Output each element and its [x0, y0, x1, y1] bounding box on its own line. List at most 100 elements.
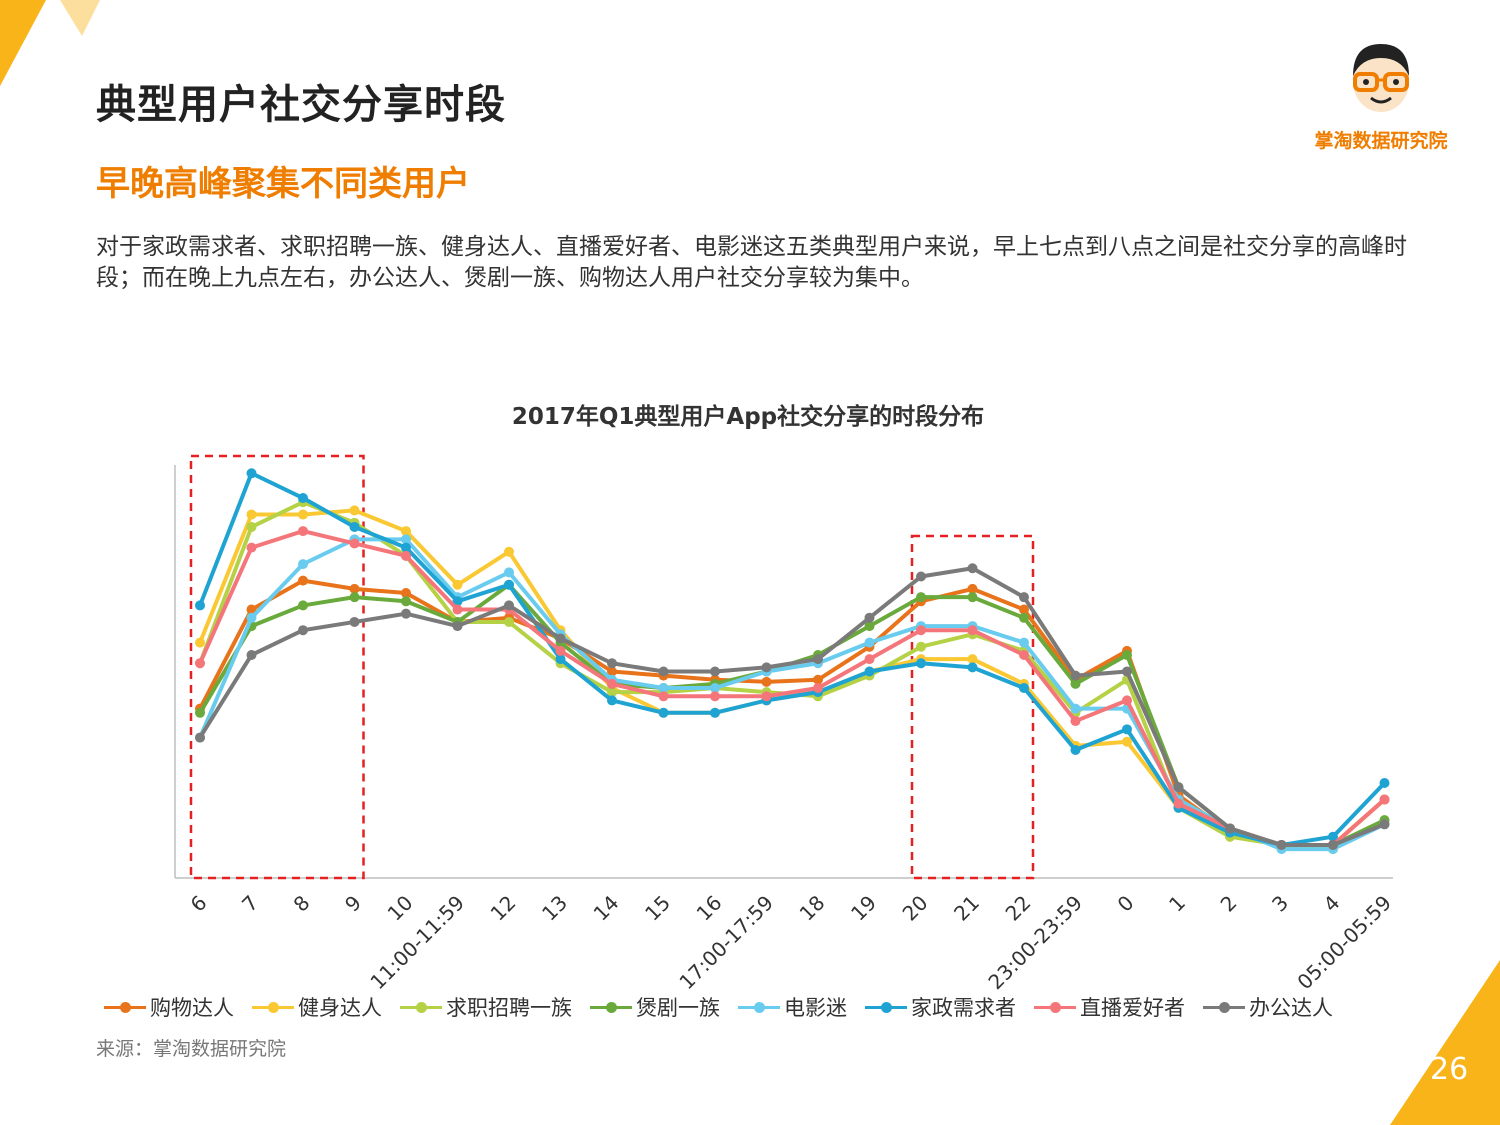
x-tick-label: 7 — [237, 891, 263, 917]
data-point — [916, 658, 926, 669]
series-line — [198, 500, 1387, 852]
x-tick-label: 18 — [795, 891, 830, 926]
data-point — [1328, 839, 1338, 850]
data-point — [246, 604, 257, 615]
data-point — [864, 666, 875, 677]
data-point — [401, 596, 411, 607]
data-point — [1379, 794, 1390, 805]
data-point — [1070, 678, 1081, 689]
data-point — [401, 542, 411, 553]
x-tick-label: 17:00-17:59 — [674, 891, 778, 995]
data-point — [1225, 823, 1235, 834]
legend-label: 购物达人 — [150, 996, 234, 1020]
data-point — [555, 633, 566, 644]
series-6 — [195, 526, 1390, 850]
data-point — [246, 509, 257, 520]
data-point — [195, 732, 205, 743]
data-point — [1070, 716, 1081, 727]
data-point — [349, 583, 360, 594]
chart-title: 2017年Q1典型用户App社交分享的时段分布 — [512, 403, 984, 430]
legend-label: 电影迷 — [784, 996, 847, 1020]
data-point — [401, 526, 411, 537]
x-tick-label: 1 — [1164, 891, 1190, 917]
x-tick-label: 3 — [1267, 891, 1293, 917]
data-point — [1379, 819, 1390, 830]
x-tick-label: 11:00-11:59 — [365, 891, 469, 995]
legend-label: 家政需求者 — [911, 996, 1016, 1020]
legend-swatch — [1034, 1001, 1076, 1013]
x-tick-label: 10 — [383, 891, 418, 926]
data-point — [761, 662, 772, 673]
data-point — [658, 683, 669, 694]
data-point — [1019, 637, 1029, 648]
data-point — [401, 550, 411, 561]
x-tick-label: 23:00-23:59 — [983, 891, 1087, 995]
x-tick-label: 20 — [898, 891, 933, 926]
data-point — [349, 592, 360, 603]
data-point — [864, 637, 875, 648]
data-point — [195, 600, 205, 611]
data-point — [1122, 666, 1132, 677]
data-point — [401, 608, 411, 619]
x-tick-label: 14 — [589, 891, 624, 926]
data-point — [246, 468, 257, 479]
x-tick-label: 8 — [289, 891, 315, 917]
highlight-box-evening — [910, 534, 1035, 880]
data-point — [607, 678, 617, 689]
data-point — [298, 600, 308, 611]
data-point — [710, 683, 720, 694]
data-point — [246, 612, 257, 623]
data-point — [967, 625, 978, 636]
x-tick-label: 0 — [1113, 891, 1139, 917]
data-point — [864, 654, 875, 665]
data-point — [967, 583, 978, 594]
data-point — [246, 542, 257, 553]
data-point — [298, 493, 308, 504]
series-line — [198, 582, 1387, 847]
legend-item: 家政需求者 — [865, 992, 1016, 1022]
data-point — [1019, 604, 1029, 615]
data-point — [864, 621, 875, 632]
data-point — [916, 592, 926, 603]
data-point — [1173, 782, 1184, 793]
chart-legend: 购物达人 健身达人 求职招聘一族 煲剧一族 电影迷 家政需求者 直播爱好者 办公达人 — [104, 992, 1424, 1022]
legend-swatch — [104, 1001, 146, 1013]
data-point — [298, 526, 308, 537]
data-point — [1173, 798, 1184, 809]
data-point — [349, 616, 360, 627]
x-tick-label: 22 — [1001, 891, 1036, 926]
legend-item: 直播爱好者 — [1034, 992, 1185, 1022]
series-2 — [195, 497, 1390, 855]
data-point — [1019, 612, 1029, 623]
data-point — [916, 571, 926, 582]
source-note: 来源：掌淘数据研究院 — [96, 1038, 287, 1060]
data-point — [1122, 649, 1132, 660]
data-point — [195, 637, 205, 648]
page-title: 典型用户社交分享时段 — [96, 82, 506, 128]
data-point — [349, 521, 360, 532]
data-point — [452, 604, 463, 615]
data-point — [967, 662, 978, 673]
legend-swatch — [1203, 1001, 1245, 1013]
data-point — [1122, 736, 1132, 747]
data-point — [452, 579, 463, 590]
data-point — [452, 621, 463, 632]
data-point — [813, 683, 823, 694]
data-point — [1379, 778, 1390, 789]
data-point — [1070, 703, 1081, 714]
x-tick-label: 4 — [1319, 891, 1345, 917]
x-tick-label: 19 — [846, 891, 881, 926]
legend-label: 直播爱好者 — [1080, 996, 1185, 1020]
data-point — [916, 625, 926, 636]
data-point — [1328, 831, 1338, 842]
x-tick-label: 21 — [949, 891, 984, 926]
data-point — [1122, 724, 1132, 735]
page-subtitle: 早晚高峰聚集不同类用户 — [96, 164, 470, 204]
data-point — [504, 600, 514, 611]
data-point — [298, 509, 308, 520]
highlight-box-morning — [189, 454, 365, 880]
page-number: 26 — [1430, 1052, 1469, 1087]
data-point — [761, 676, 772, 687]
data-point — [1070, 670, 1081, 681]
data-point — [452, 596, 463, 607]
